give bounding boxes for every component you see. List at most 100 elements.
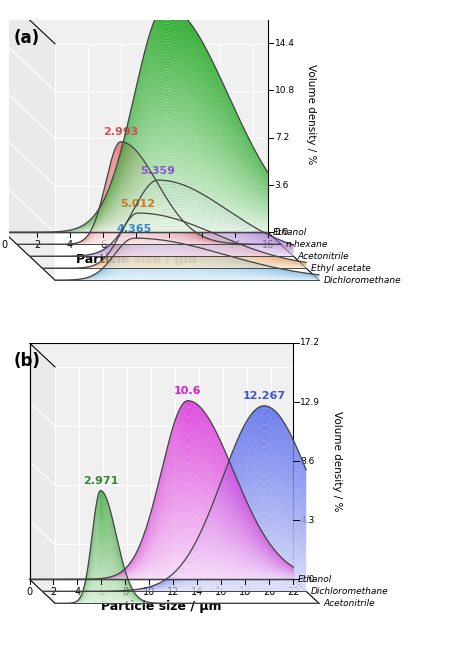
Polygon shape bbox=[4, 85, 268, 232]
Polygon shape bbox=[55, 600, 319, 603]
Polygon shape bbox=[42, 431, 306, 591]
Polygon shape bbox=[42, 563, 306, 591]
Polygon shape bbox=[42, 264, 306, 268]
Polygon shape bbox=[29, 432, 293, 579]
Polygon shape bbox=[29, 246, 293, 256]
Polygon shape bbox=[55, 599, 319, 603]
Polygon shape bbox=[42, 256, 306, 268]
Polygon shape bbox=[29, 202, 293, 256]
Polygon shape bbox=[29, 223, 293, 256]
Polygon shape bbox=[4, 193, 268, 232]
Polygon shape bbox=[29, 446, 293, 579]
Text: Particle size / μm: Particle size / μm bbox=[76, 253, 196, 266]
Polygon shape bbox=[29, 181, 293, 256]
Polygon shape bbox=[42, 434, 306, 591]
Polygon shape bbox=[42, 561, 306, 591]
Polygon shape bbox=[55, 565, 319, 603]
Polygon shape bbox=[42, 566, 306, 591]
Polygon shape bbox=[42, 223, 306, 268]
Polygon shape bbox=[42, 258, 306, 268]
Polygon shape bbox=[4, 142, 268, 232]
Polygon shape bbox=[42, 459, 306, 591]
Polygon shape bbox=[29, 224, 293, 256]
Polygon shape bbox=[55, 533, 319, 603]
Polygon shape bbox=[55, 529, 319, 603]
Polygon shape bbox=[55, 524, 319, 603]
Polygon shape bbox=[29, 243, 293, 256]
Polygon shape bbox=[17, 195, 281, 244]
Text: 4.3: 4.3 bbox=[300, 516, 315, 525]
Polygon shape bbox=[55, 254, 319, 280]
Polygon shape bbox=[29, 203, 293, 256]
Polygon shape bbox=[4, 145, 268, 232]
Polygon shape bbox=[55, 540, 319, 603]
Text: 10: 10 bbox=[143, 587, 155, 596]
Polygon shape bbox=[4, 230, 268, 232]
Polygon shape bbox=[29, 488, 293, 579]
Polygon shape bbox=[29, 439, 293, 579]
Polygon shape bbox=[4, 88, 268, 232]
Polygon shape bbox=[4, 153, 268, 232]
Polygon shape bbox=[29, 566, 293, 579]
Polygon shape bbox=[55, 274, 319, 280]
Polygon shape bbox=[55, 520, 319, 603]
Polygon shape bbox=[55, 261, 319, 280]
Polygon shape bbox=[55, 241, 319, 280]
Polygon shape bbox=[29, 448, 293, 579]
Polygon shape bbox=[55, 264, 319, 280]
Text: 3.6: 3.6 bbox=[275, 181, 289, 189]
Polygon shape bbox=[42, 455, 306, 591]
Polygon shape bbox=[55, 263, 319, 280]
Polygon shape bbox=[55, 265, 319, 280]
Polygon shape bbox=[29, 198, 293, 256]
Polygon shape bbox=[29, 216, 293, 256]
Polygon shape bbox=[17, 235, 281, 244]
Polygon shape bbox=[4, 122, 268, 232]
Polygon shape bbox=[29, 407, 293, 579]
Polygon shape bbox=[29, 208, 293, 256]
Polygon shape bbox=[42, 218, 306, 268]
Polygon shape bbox=[55, 259, 319, 280]
Polygon shape bbox=[42, 554, 306, 591]
Polygon shape bbox=[55, 240, 319, 280]
Polygon shape bbox=[42, 438, 306, 591]
Polygon shape bbox=[17, 232, 281, 244]
Polygon shape bbox=[17, 205, 281, 244]
Polygon shape bbox=[17, 170, 281, 244]
Polygon shape bbox=[17, 226, 281, 244]
Polygon shape bbox=[42, 262, 306, 268]
Polygon shape bbox=[29, 501, 293, 579]
Polygon shape bbox=[42, 263, 306, 268]
Polygon shape bbox=[29, 250, 293, 256]
Polygon shape bbox=[55, 582, 319, 603]
Polygon shape bbox=[55, 247, 319, 280]
Polygon shape bbox=[42, 487, 306, 591]
Text: Particle size / μm: Particle size / μm bbox=[101, 600, 222, 613]
Polygon shape bbox=[29, 559, 293, 579]
Polygon shape bbox=[29, 512, 293, 579]
Polygon shape bbox=[42, 242, 306, 268]
Polygon shape bbox=[42, 464, 306, 591]
Polygon shape bbox=[42, 230, 306, 268]
Text: 10: 10 bbox=[163, 240, 175, 250]
Polygon shape bbox=[29, 428, 293, 579]
Polygon shape bbox=[29, 222, 293, 256]
Polygon shape bbox=[29, 485, 293, 579]
Polygon shape bbox=[29, 521, 293, 579]
Polygon shape bbox=[42, 224, 306, 268]
Polygon shape bbox=[55, 256, 319, 280]
Polygon shape bbox=[17, 148, 281, 244]
Polygon shape bbox=[42, 265, 306, 268]
Polygon shape bbox=[55, 239, 319, 280]
Polygon shape bbox=[42, 540, 306, 591]
Polygon shape bbox=[17, 152, 281, 244]
Polygon shape bbox=[55, 593, 319, 603]
Polygon shape bbox=[29, 548, 293, 579]
Polygon shape bbox=[42, 254, 306, 268]
Polygon shape bbox=[29, 546, 293, 579]
Polygon shape bbox=[42, 214, 306, 268]
Polygon shape bbox=[4, 187, 268, 232]
Polygon shape bbox=[17, 158, 281, 244]
Polygon shape bbox=[42, 229, 306, 268]
Polygon shape bbox=[29, 452, 293, 579]
